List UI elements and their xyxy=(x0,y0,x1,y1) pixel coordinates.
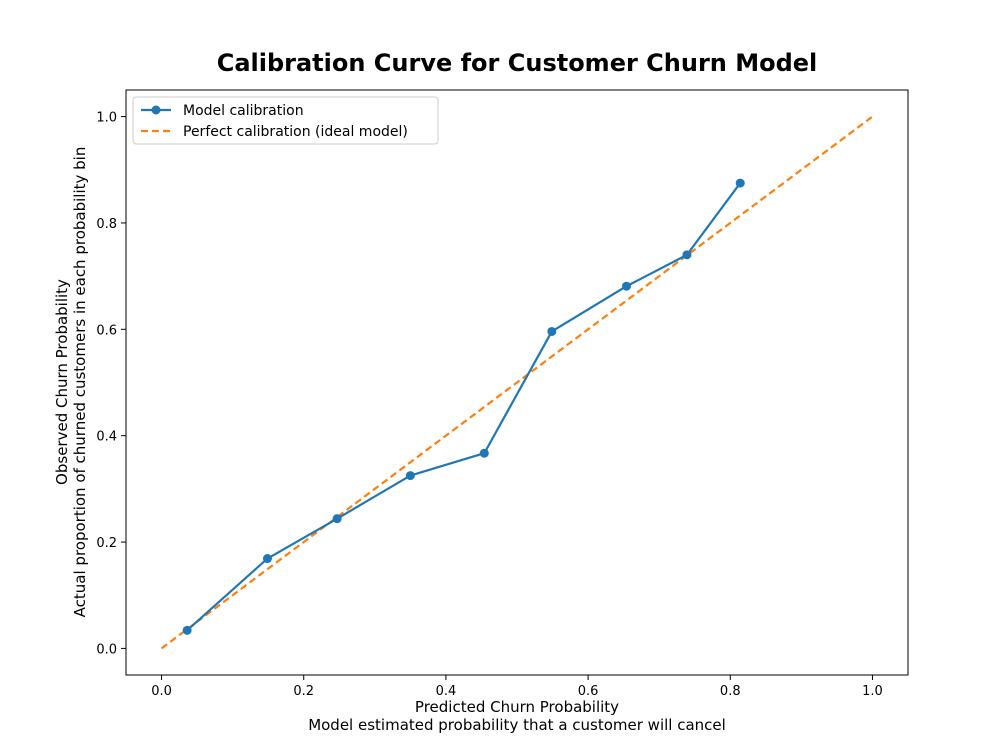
x-tick-label: 0.0 xyxy=(151,684,172,699)
legend-box xyxy=(132,96,439,145)
x-axis-label: Predicted Churn Probability xyxy=(415,698,619,716)
chart-title: Calibration Curve for Customer Churn Mod… xyxy=(217,49,818,77)
legend-label-ideal: Perfect calibration (ideal model) xyxy=(183,124,408,140)
x-tick-label: 0.4 xyxy=(436,684,457,699)
y-tick-label: 1.0 xyxy=(96,111,117,126)
x-tick-label: 0.6 xyxy=(578,684,599,699)
model-calibration-point xyxy=(332,514,342,524)
model-calibration-point xyxy=(682,250,692,260)
model-calibration-point xyxy=(262,554,272,564)
y-tick-label: 0.4 xyxy=(96,430,117,445)
x-tick-label: 1.0 xyxy=(862,684,883,699)
y-axis-ticks: 0.0 0.2 0.4 0.6 0.8 1.0 xyxy=(96,111,126,657)
y-axis-label: Observed Churn Probability xyxy=(53,279,71,485)
model-calibration-point xyxy=(547,326,557,336)
y-tick-label: 0.2 xyxy=(96,536,117,551)
model-calibration-point xyxy=(405,471,415,481)
x-tick-label: 0.8 xyxy=(720,684,741,699)
x-axis-sublabel: Model estimated probability that a custo… xyxy=(308,716,726,734)
y-axis-sublabel: Actual proportion of churned customers i… xyxy=(71,147,89,618)
model-calibration-point xyxy=(735,178,745,188)
y-tick-label: 0.6 xyxy=(96,323,117,338)
y-tick-label: 0.0 xyxy=(96,642,117,657)
x-axis-ticks: 0.0 0.2 0.4 0.6 0.8 1.0 xyxy=(151,675,883,699)
series-layer xyxy=(160,115,874,650)
model-calibration-point xyxy=(621,281,631,291)
y-tick-label: 0.8 xyxy=(96,217,117,232)
model-calibration-point xyxy=(182,625,192,635)
x-tick-label: 0.2 xyxy=(293,684,314,699)
model-calibration-point xyxy=(479,448,489,458)
ideal-calibration-line xyxy=(160,115,874,650)
legend-marker-model xyxy=(151,105,161,115)
legend-label-model: Model calibration xyxy=(183,103,304,119)
model-calibration-line xyxy=(186,182,742,632)
plot-area xyxy=(125,89,909,676)
legend: Model calibration Perfect calibration (i… xyxy=(132,96,439,145)
